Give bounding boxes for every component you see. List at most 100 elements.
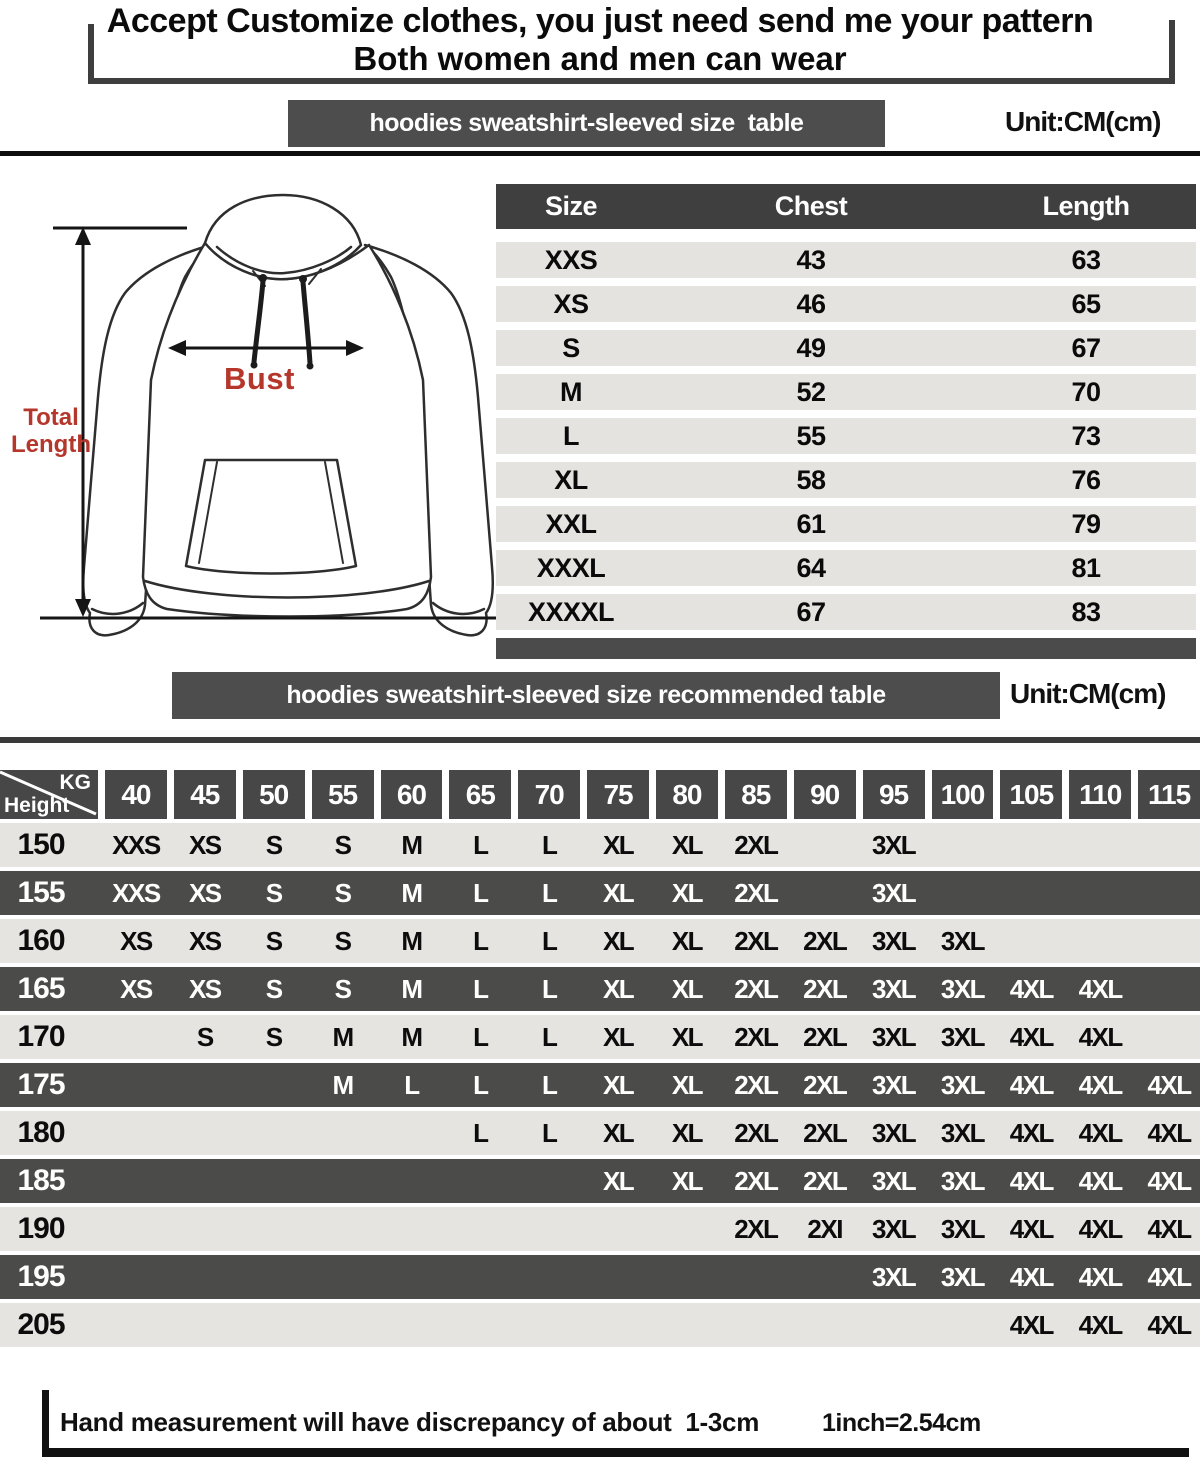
size-value-cell: 3XL [940,1261,986,1292]
size-value-cell: XS [188,877,222,908]
size-value-cell: 3XL [871,1069,917,1100]
length-cell: 67 [1071,332,1101,363]
size-value-cell: L [473,1117,489,1148]
size-value-cell: XS [188,973,222,1004]
size-value-cell: S [265,829,283,860]
size-value-cell: 2XL [734,1069,779,1100]
unit-label-2: Unit:CM(cm) [1010,678,1166,709]
size-cell: XL [554,464,588,495]
weight-header-cell: 110 [1069,770,1132,819]
recommend-row: 185 XL XL 2XL 2XL 3XL 3XL 4XL 4XL 4XL [0,1159,1200,1203]
weight-header-cell: 40 [105,770,167,819]
length-cell: 79 [1071,508,1101,539]
size-value-cell: L [404,1069,420,1100]
size-table-row: XL 58 76 [496,462,1196,498]
size-value-cell: L [541,877,558,908]
size-value-cell: 2XL [734,973,779,1004]
size-value-cell: 3XL [871,1021,917,1052]
size-value-cell: 3XL [940,1213,986,1244]
size-value-cell: S [196,1021,214,1052]
size-table-row: XXXXL 67 83 [496,594,1196,630]
weight-header-cell: 95 [862,770,925,819]
size-value-cell: XL [602,973,635,1004]
chest-cell: 49 [796,332,826,363]
size-value-cell: 2XL [803,1117,848,1148]
height-label: 190 [17,1212,65,1245]
size-table-row: S 49 67 [496,330,1196,366]
recommend-row: 150 XXS XS S S M L L XL XL 2XL 3XL [0,823,1200,867]
recommend-row: 170 S S M M L L XL XL 2XL 2XL 3XL 3XL 4XL 4XL [0,1015,1200,1059]
size-value-cell: 4XL [1009,1021,1055,1052]
size-value-cell: 4XL [1078,1069,1124,1100]
size-value-cell: 2XL [734,1213,779,1244]
size-value-cell: 2XL [734,877,779,908]
hoodie-collar-cross-right [308,268,322,285]
col-header-size: Size [544,191,598,221]
size-value-cell: L [473,1021,489,1052]
size-value-cell: 4XL [1078,1165,1124,1196]
matrix-rows: 150 XXS XS S S M L L XL XL 2XL 3XL 155 XXS XS S S M L L XL XL… [0,823,1200,1347]
weight-header-cell: 80 [656,770,718,819]
footer-bracket-vertical [42,1390,49,1450]
size-value-cell: S [334,877,352,908]
size-value-cell: L [541,1117,558,1148]
hoodie-pocket [184,458,358,575]
size-value-cell: 4XL [1078,973,1124,1004]
header-bracket-left [88,24,94,84]
size-value-cell: 3XL [940,973,986,1004]
size-table-rows: XXS 43 63 XS 46 65 S 49 67 M 52 70 L 55 73 XL 58 76 XXL 61 7… [496,242,1196,630]
chest-cell: 58 [796,464,826,495]
header-line2: Both women and men can wear [353,40,847,77]
length-cell: 63 [1071,244,1101,275]
chest-cell: 55 [796,420,826,451]
height-label: 175 [17,1068,65,1101]
size-table-footer-bar [496,638,1196,659]
size-value-cell: M [401,877,423,908]
size-value-cell: 3XL [871,1117,917,1148]
hoodie-pocket-slit-right [324,461,344,564]
size-value-cell: 4XL [1009,1165,1055,1196]
size-value-cell: 3XL [871,1165,917,1196]
size-value-cell: 2XL [803,973,848,1004]
inch-conversion: 1inch=2.54cm [822,1409,981,1437]
size-value-cell: XL [671,829,704,860]
drawstring-right [300,279,313,366]
size-value-cell: 4XL [1078,1309,1124,1340]
size-value-cell: XL [602,1021,635,1052]
recommend-row: 160 XS XS S S M L L XL XL 2XL 2XL 3XL 3XL [0,919,1200,963]
height-label: 155 [17,876,65,909]
divider-rule-2 [0,737,1200,743]
size-value-cell: 3XL [871,925,917,956]
recommend-row: 175 M L L L XL XL 2XL 2XL 3XL 3XL 4XL 4XL 4XL [0,1063,1200,1107]
bust-label: Bust [224,361,295,396]
recommend-row: 195 3XL 3XL 4XL 4XL 4XL [0,1255,1200,1299]
size-value-cell: L [541,973,558,1004]
size-cell: XXXL [536,552,606,583]
size-table-row: XXS 43 63 [496,242,1196,278]
corner-diagonal-line [0,770,97,816]
height-label: 185 [17,1164,65,1197]
size-table-row: XS 46 65 [496,286,1196,322]
hoodie-pocket-slit-left [198,461,218,564]
size-value-cell: 4XL [1009,1069,1055,1100]
header-bracket-bottom [88,78,1175,84]
weight-header-cell: 75 [587,770,649,819]
size-value-cell: 3XL [871,973,917,1004]
size-table-row: M 52 70 [496,374,1196,410]
size-cell: XXL [545,508,597,539]
weight-header-cell: 90 [793,770,856,819]
size-value-cell: L [473,829,489,860]
chest-cell: 46 [796,288,826,319]
size-table-row: L 55 73 [496,418,1196,454]
matrix-header-row: KG Height 40 45 50 55 60 65 70 75 80 85 90 95 100 105… [0,770,1200,819]
recommend-table-banner: hoodies sweatshirt-sleeved size recommen… [172,672,1000,719]
corner-kg-label: KG [59,771,92,794]
unit-label-1: Unit:CM(cm) [1005,106,1161,137]
size-value-cell: L [473,1069,489,1100]
size-value-cell: 4XL [1009,1117,1055,1148]
total-length-label: Total Length [11,404,91,458]
recommend-row: 155 XXS XS S S M L L XL XL 2XL 3XL [0,871,1200,915]
corner-height-label: Height [4,794,70,817]
size-value-cell: 2XL [734,829,779,860]
